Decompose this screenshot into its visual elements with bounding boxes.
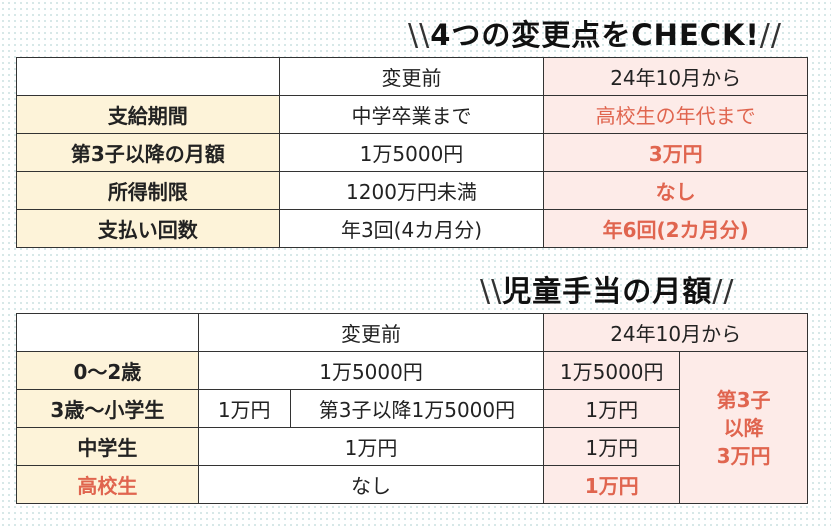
row-after: 3万円 [543, 133, 808, 172]
row-before: 中学卒業まで [278, 95, 545, 134]
table-row: 支給期間 中学卒業まで 高校生の年代まで [16, 95, 808, 134]
row-after: 1万円 [543, 465, 681, 504]
row-before: 1200万円未満 [278, 171, 545, 210]
table-header-row: 変更前 24年10月から [16, 57, 808, 96]
table-row: 0〜2歳 1万5000円 1万5000円 第3子 以降 3万円 [16, 351, 808, 504]
section1-title-text: 4つの変更点をCHECK! [430, 18, 760, 52]
header-after: 24年10月から [543, 57, 808, 96]
row-after: 高校生の年代まで [543, 95, 808, 134]
row-label: 中学生 [16, 427, 199, 466]
row-label: 高校生 [16, 465, 199, 504]
row-after: 1万円 [543, 389, 681, 428]
row-label: 3歳〜小学生 [16, 389, 199, 428]
slash-decoration-icon: // [712, 274, 735, 309]
row-before: 年3回(4カ月分) [278, 209, 545, 248]
row-label: 0〜2歳 [16, 351, 199, 390]
row-label: 支給期間 [16, 95, 280, 134]
section2-title: \\児童手当の月額// [480, 268, 734, 310]
third-child-note: 第3子 以降 3万円 [679, 351, 808, 504]
slash-decoration-icon: \\ [408, 18, 431, 53]
row-before: 1万5000円 [197, 351, 545, 390]
table-row: 高校生 なし 1万円 [16, 465, 808, 504]
header-empty [16, 57, 280, 96]
changes-table: 変更前 24年10月から 支給期間 中学卒業まで 高校生の年代まで 第3子以降の… [16, 57, 808, 248]
section2-title-text: 児童手当の月額 [502, 274, 713, 308]
note-line: 第3子 [716, 387, 771, 412]
table-row: 支払い回数 年3回(4カ月分) 年6回(2カ月分) [16, 209, 808, 248]
table-row: 3歳〜小学生 1万円 第3子以降1万5000円 1万円 [16, 389, 808, 428]
note-line: 3万円 [716, 443, 771, 468]
row-before: 1万5000円 [278, 133, 545, 172]
slash-decoration-icon: // [759, 18, 782, 53]
row-after: 1万5000円 [543, 351, 681, 390]
row-after: 1万円 [543, 427, 681, 466]
slash-decoration-icon: \\ [480, 274, 503, 309]
section1-title: \\4つの変更点をCHECK!// [408, 12, 782, 54]
table-row: 第3子以降の月額 1万5000円 3万円 [16, 133, 808, 172]
row-label: 第3子以降の月額 [16, 133, 280, 172]
header-after: 24年10月から [543, 313, 808, 352]
row-label: 支払い回数 [16, 209, 280, 248]
row-before-b: 第3子以降1万5000円 [289, 389, 545, 428]
row-after: なし [543, 171, 808, 210]
table-header-row: 変更前 24年10月から [16, 313, 808, 352]
table-row: 所得制限 1200万円未満 なし [16, 171, 808, 210]
row-label: 所得制限 [16, 171, 280, 210]
monthly-amount-table: 変更前 24年10月から 0〜2歳 1万5000円 1万5000円 第3子 以降… [16, 313, 808, 504]
row-after: 年6回(2カ月分) [543, 209, 808, 248]
table-row: 中学生 1万円 1万円 [16, 427, 808, 466]
note-line: 以降 [723, 415, 764, 440]
header-empty [16, 313, 199, 352]
row-before: 1万円 [197, 427, 545, 466]
row-before-a: 1万円 [197, 389, 291, 428]
row-before: なし [197, 465, 545, 504]
header-before: 変更前 [197, 313, 545, 352]
header-before: 変更前 [278, 57, 545, 96]
